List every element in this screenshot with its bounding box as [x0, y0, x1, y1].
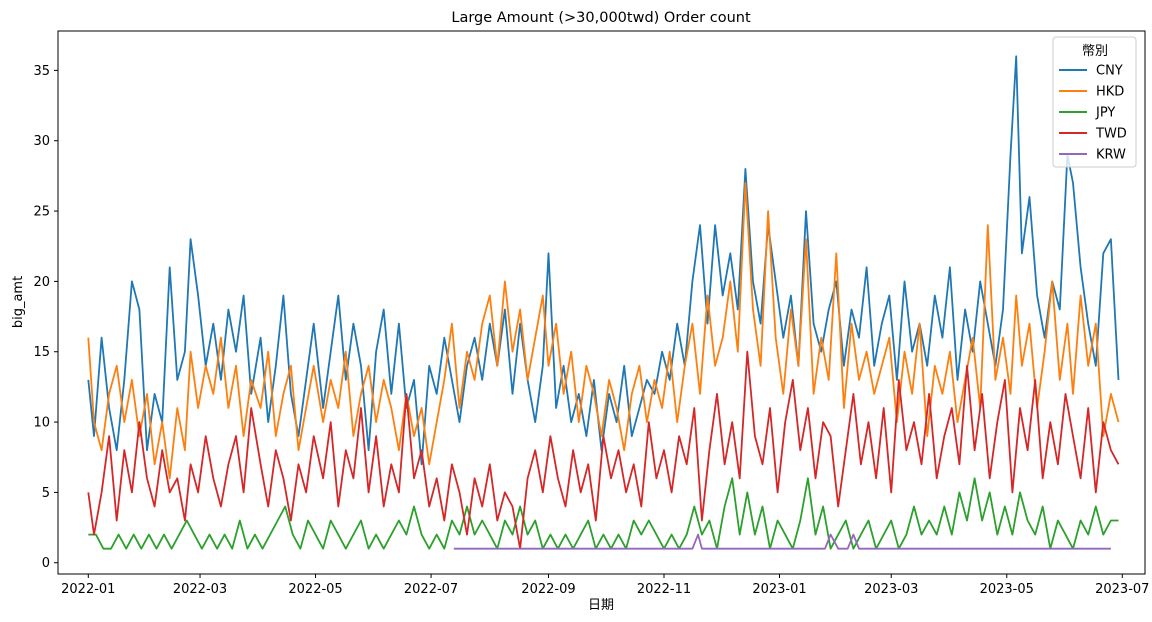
y-tick-label: 30 [33, 134, 50, 149]
legend-label-krw: KRW [1096, 148, 1126, 163]
plot-frame [57, 30, 1146, 575]
series-line-krw [453, 533, 1111, 550]
y-tick-label: 0 [42, 556, 50, 571]
series-line-twd [87, 350, 1120, 550]
legend-label-twd: TWD [1095, 127, 1127, 142]
series-line-jpy [88, 477, 1119, 550]
x-tick-label: 2023-05 [980, 582, 1034, 597]
chart-title: Large Amount (>30,000twd) Order count [451, 10, 751, 26]
series-line-hkd [87, 182, 1120, 480]
y-tick-label: 10 [33, 416, 50, 431]
legend-label-jpy: JPY [1095, 106, 1115, 121]
y-tick-label: 20 [33, 275, 50, 290]
x-tick-label: 2022-09 [521, 582, 575, 597]
y-tick-label: 35 [33, 64, 50, 79]
legend-title: 幣別 [1082, 44, 1108, 59]
x-tick-label: 2023-01 [752, 582, 806, 597]
x-axis-label: 日期 [588, 598, 614, 613]
legend-label-cny: CNY [1096, 64, 1123, 79]
x-tick-label: 2022-07 [404, 582, 458, 597]
x-tick-label: 2023-07 [1095, 582, 1149, 597]
x-axis: 2022-01 2022-03 2022-05 2022-07 2022-09 2022-… [61, 574, 1149, 597]
y-tick-label: 25 [33, 205, 50, 220]
x-tick-label: 2022-11 [637, 582, 691, 597]
legend: 幣別 CNY HKD JPY TWD KRW [1052, 36, 1137, 168]
series-line-cny [87, 55, 1120, 466]
y-axis: 0 5 10 15 20 25 30 35 [33, 64, 58, 571]
y-axis-label: big_amt [11, 276, 26, 328]
x-tick-label: 2022-05 [288, 582, 342, 597]
x-tick-label: 2022-01 [61, 582, 115, 597]
series-layer [87, 55, 1120, 550]
x-tick-label: 2023-03 [864, 582, 918, 597]
x-tick-label: 2022-03 [173, 582, 227, 597]
y-tick-label: 15 [33, 345, 50, 360]
legend-label-hkd: HKD [1096, 85, 1124, 100]
y-tick-label: 5 [42, 486, 50, 501]
